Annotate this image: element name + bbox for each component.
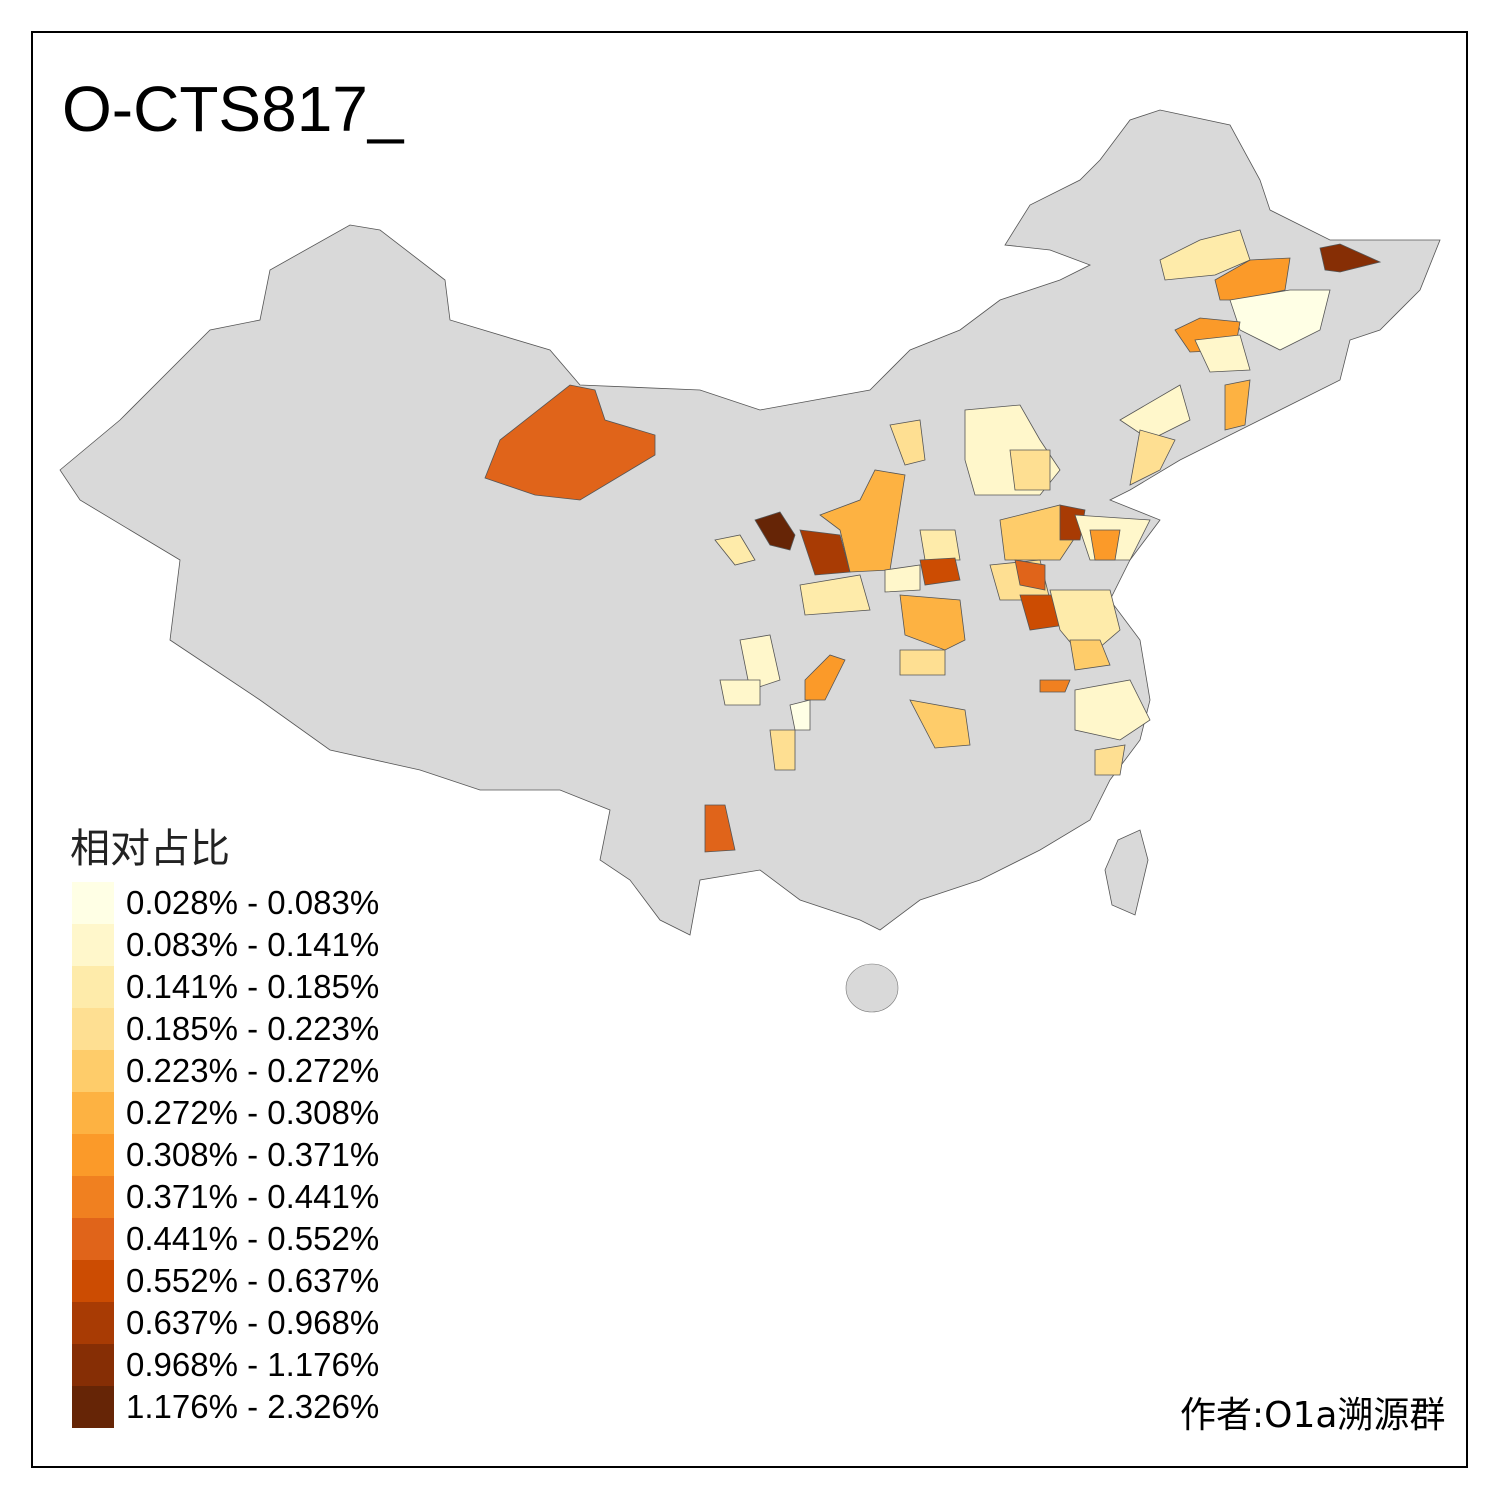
map-title: O-CTS817_ xyxy=(62,73,404,145)
hainan xyxy=(845,963,899,1013)
region xyxy=(484,384,656,501)
legend-label: 0.185% - 0.223% xyxy=(126,1010,380,1047)
region xyxy=(1039,679,1071,693)
legend-label: 0.272% - 0.308% xyxy=(126,1094,380,1131)
legend-label: 0.371% - 0.441% xyxy=(126,1178,380,1215)
legend-swatch xyxy=(72,924,114,966)
region xyxy=(804,654,846,701)
region xyxy=(714,534,756,566)
region xyxy=(704,804,736,853)
region xyxy=(899,594,966,651)
region xyxy=(1129,429,1176,486)
region xyxy=(1194,334,1251,373)
legend-item: 0.185% - 0.223% xyxy=(72,1008,379,1050)
legend-label: 0.968% - 1.176% xyxy=(126,1346,380,1383)
region xyxy=(1069,639,1111,671)
region xyxy=(889,419,926,466)
legend-swatch xyxy=(72,1092,114,1134)
legend-label: 0.028% - 0.083% xyxy=(126,884,380,921)
legend-swatch xyxy=(72,1050,114,1092)
region xyxy=(819,469,906,573)
legend-item: 0.441% - 0.552% xyxy=(72,1218,379,1260)
region xyxy=(754,511,796,551)
region xyxy=(919,529,961,561)
legend-label: 0.083% - 0.141% xyxy=(126,926,380,963)
region xyxy=(1059,504,1086,541)
legend: 0.028% - 0.083% 0.083% - 0.141% 0.141% - 0… xyxy=(72,882,379,1428)
legend-swatch xyxy=(72,1134,114,1176)
author-credit: 作者:O1a溯源群 xyxy=(1180,1395,1446,1436)
region xyxy=(1229,289,1331,351)
legend-title: 相对占比 xyxy=(70,826,230,872)
region xyxy=(719,679,761,706)
plot-frame xyxy=(31,31,1468,1468)
region xyxy=(919,557,961,586)
region xyxy=(739,634,781,691)
region xyxy=(1049,589,1121,661)
legend-swatch xyxy=(72,1386,114,1428)
region xyxy=(1089,529,1121,561)
legend-label: 0.637% - 0.968% xyxy=(126,1304,380,1341)
region xyxy=(1009,449,1051,491)
legend-swatch xyxy=(72,1008,114,1050)
legend-item: 0.272% - 0.308% xyxy=(72,1092,379,1134)
legend-item: 0.308% - 0.371% xyxy=(72,1134,379,1176)
legend-swatch xyxy=(72,1344,114,1386)
region xyxy=(769,729,796,771)
region xyxy=(1224,379,1251,431)
legend-label: 1.176% - 2.326% xyxy=(126,1388,380,1425)
region xyxy=(1074,679,1151,741)
legend-item: 0.552% - 0.637% xyxy=(72,1260,379,1302)
legend-swatch xyxy=(72,1176,114,1218)
region xyxy=(899,649,946,676)
legend-item: 1.176% - 2.326% xyxy=(72,1386,379,1428)
region xyxy=(789,699,811,731)
region xyxy=(1319,243,1382,273)
legend-label: 0.223% - 0.272% xyxy=(126,1052,380,1089)
legend-item: 0.637% - 0.968% xyxy=(72,1302,379,1344)
region xyxy=(799,574,871,616)
legend-swatch xyxy=(72,882,114,924)
region xyxy=(1014,559,1046,591)
legend-item: 0.968% - 1.176% xyxy=(72,1344,379,1386)
legend-item: 0.223% - 0.272% xyxy=(72,1050,379,1092)
legend-swatch xyxy=(72,966,114,1008)
taiwan xyxy=(1104,829,1149,916)
legend-label: 0.141% - 0.185% xyxy=(126,968,380,1005)
legend-item: 0.371% - 0.441% xyxy=(72,1176,379,1218)
region xyxy=(909,699,971,749)
legend-swatch xyxy=(72,1260,114,1302)
region xyxy=(1094,744,1126,776)
legend-swatch xyxy=(72,1302,114,1344)
region xyxy=(1159,229,1251,281)
legend-item: 0.083% - 0.141% xyxy=(72,924,379,966)
legend-label: 0.552% - 0.637% xyxy=(126,1262,380,1299)
legend-item: 0.028% - 0.083% xyxy=(72,882,379,924)
legend-label: 0.441% - 0.552% xyxy=(126,1220,380,1257)
legend-label: 0.308% - 0.371% xyxy=(126,1136,380,1173)
region xyxy=(884,564,921,593)
legend-swatch xyxy=(72,1218,114,1260)
legend-item: 0.141% - 0.185% xyxy=(72,966,379,1008)
